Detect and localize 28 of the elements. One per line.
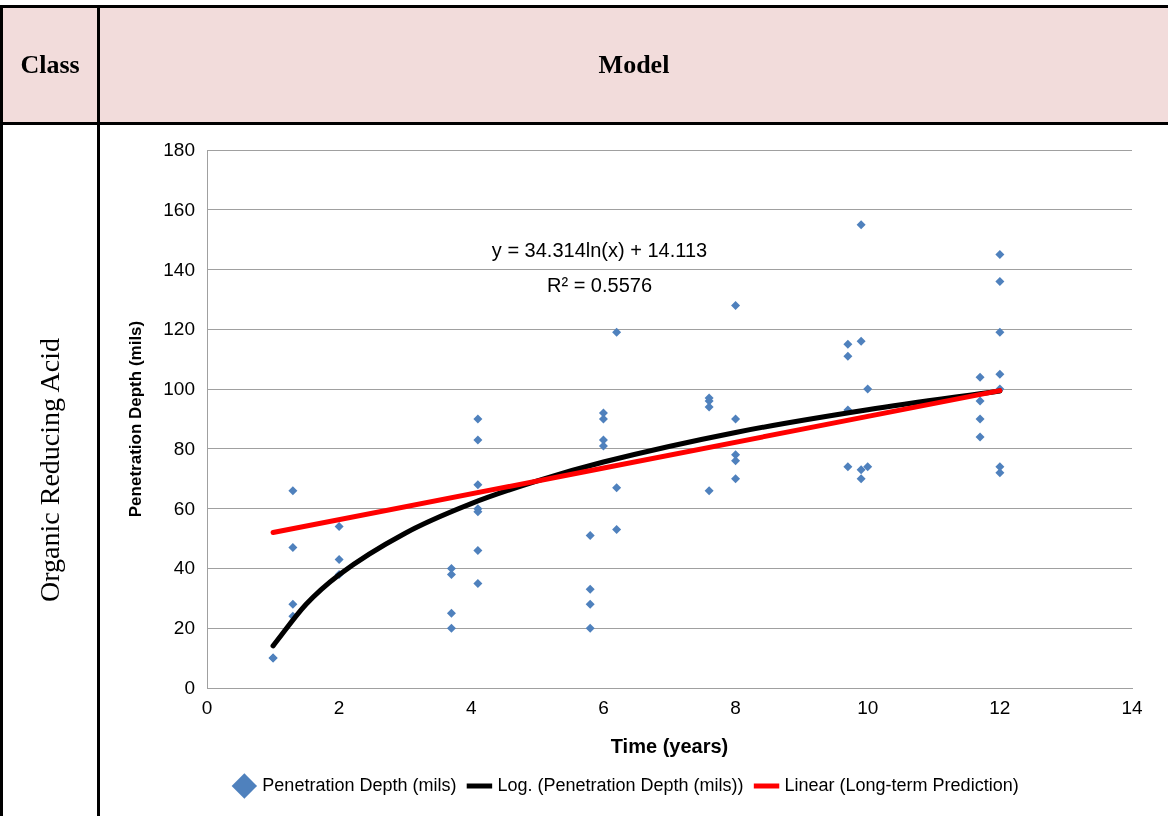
x-tick-label: 10 [857,697,879,719]
x-axis-title: Time (years) [610,734,729,757]
y-tick-label: 20 [173,617,195,640]
x-tick-label: 8 [730,697,741,719]
text: Model [597,49,671,81]
x-tick-label: 0 [201,697,213,719]
y-tick-label: 160 [163,198,195,221]
x-tick-label: 2 [333,697,345,719]
y-tick-label: 140 [163,258,195,281]
x-tick-label: 14 [1121,697,1143,719]
x-tick-label: 12 [989,697,1011,719]
y-tick-label: 100 [163,378,195,401]
y-tick-label: 0 [184,677,195,699]
legend-label: Penetration Depth (mils) [262,774,457,795]
text: Organic Reducing Acid [34,338,66,602]
annotation: y = 34.314ln(x) + 14.113 [491,238,708,261]
x-tick-label: 4 [465,697,477,719]
legend-label: Log. (Penetration Depth (mils)) [497,774,744,795]
y-tick-label: 80 [173,437,195,460]
y-tick-label: 120 [163,318,195,341]
text: Class [19,49,81,81]
y-axis-title: Penetration Depth (mils) [125,320,145,518]
y-tick-label: 60 [173,497,195,520]
legend-label: Linear (Long-term Prediction) [784,774,1019,795]
y-tick-label: 40 [173,557,195,580]
annotation: R² = 0.5576 [546,273,653,296]
y-tick-label: 180 [163,139,195,161]
x-tick-label: 6 [598,697,609,719]
